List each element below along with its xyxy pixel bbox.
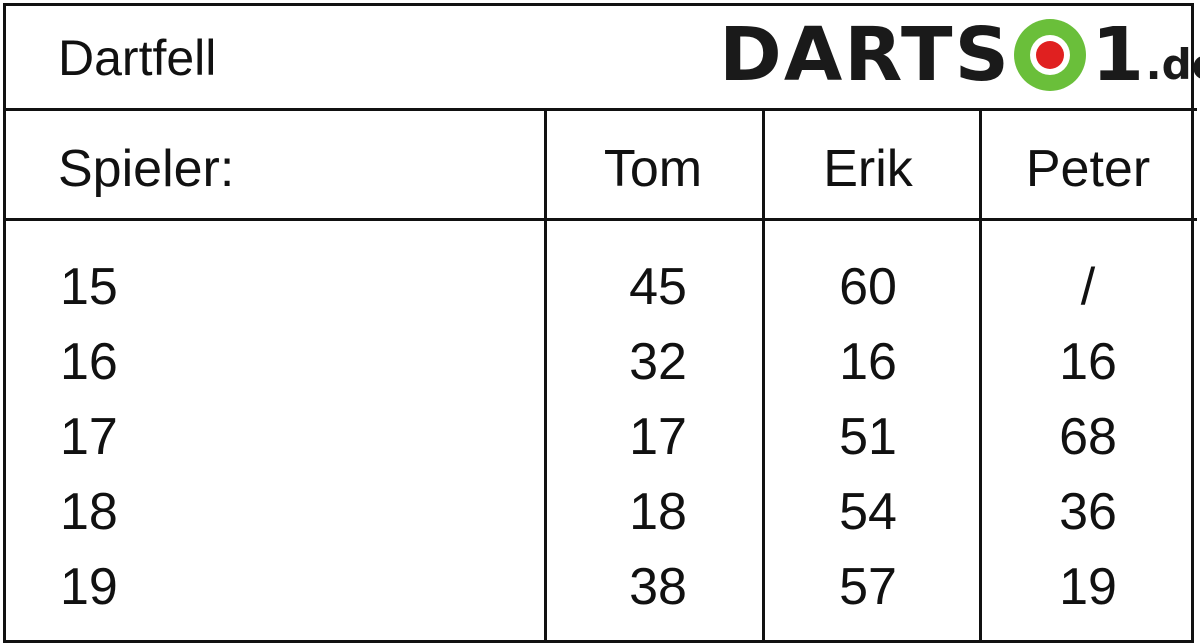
score-cell: 16: [1059, 333, 1117, 391]
score-cell: 54: [839, 483, 897, 541]
darts01-logo: DARTS 1 .de: [719, 12, 1200, 98]
score-cell: 36: [1059, 483, 1117, 541]
score-cell: 60: [839, 258, 897, 316]
row-label: 15: [60, 258, 118, 316]
score-cell: 57: [839, 558, 897, 616]
column-divider: [762, 110, 765, 640]
score-cell: 32: [629, 333, 687, 391]
score-cell: 17: [629, 408, 687, 466]
player-header-tom: Tom: [603, 140, 703, 198]
player-header-erik: Erik: [823, 140, 913, 198]
page-title: Dartfell: [58, 30, 217, 86]
score-cell: 19: [1059, 558, 1117, 616]
score-cell: 16: [839, 333, 897, 391]
logo-text-right: 1: [1091, 12, 1147, 98]
column-divider: [979, 110, 982, 640]
score-cell: /: [1080, 258, 1096, 316]
score-cell: 68: [1059, 408, 1117, 466]
player-header-peter: Peter: [1025, 140, 1151, 198]
dartboard-icon: [1014, 19, 1087, 91]
row-label: 18: [60, 483, 118, 541]
row-label: 19: [60, 558, 118, 616]
row-label: 17: [60, 408, 118, 466]
column-divider: [544, 110, 547, 640]
table-frame: [3, 3, 1194, 643]
divider: [3, 108, 1197, 111]
divider: [3, 218, 1197, 221]
score-cell: 45: [629, 258, 687, 316]
score-cell: 51: [839, 408, 897, 466]
score-cell: 18: [629, 483, 687, 541]
row-label: 16: [60, 333, 118, 391]
logo-text-left: DARTS: [719, 12, 1012, 98]
header-label: Spieler:: [58, 140, 235, 198]
logo-suffix: .de: [1145, 39, 1200, 89]
score-cell: 38: [629, 558, 687, 616]
